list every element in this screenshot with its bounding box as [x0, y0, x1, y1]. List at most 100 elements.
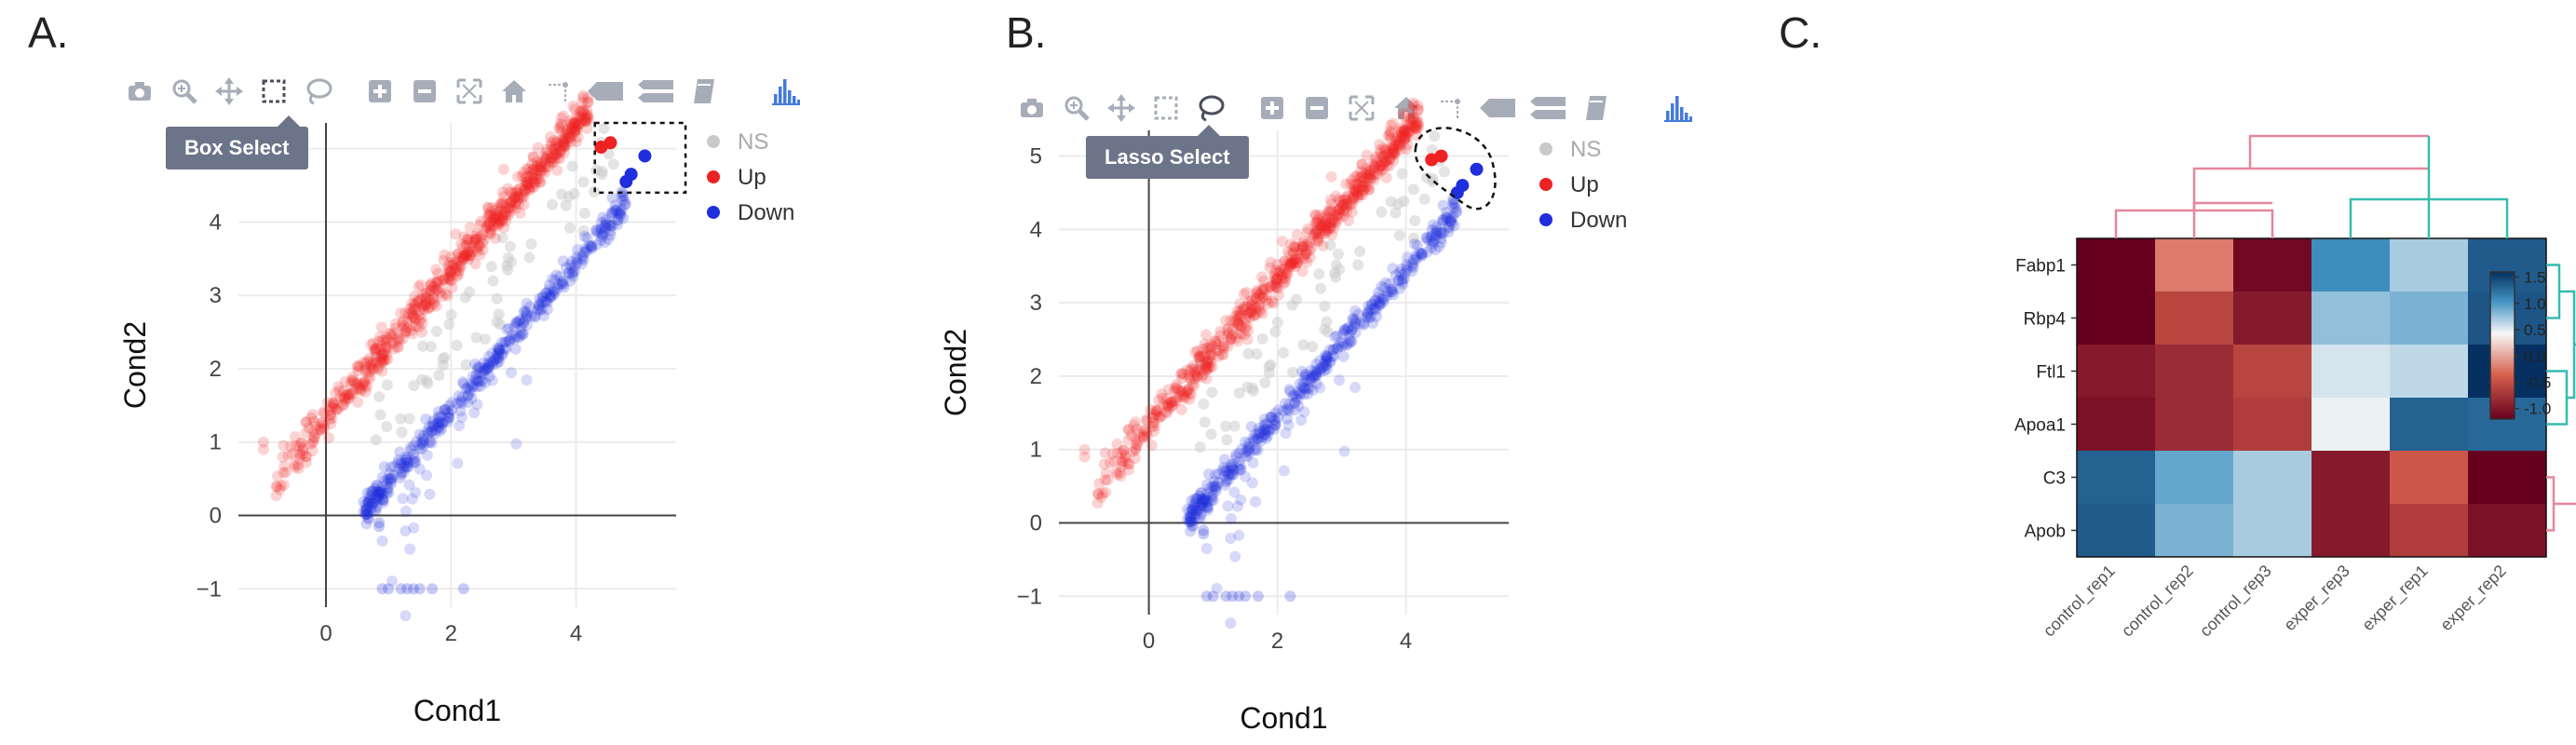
- zoom-icon[interactable]: [166, 73, 203, 110]
- down-selected-point: [638, 149, 652, 163]
- up-point: [540, 146, 552, 158]
- down-point: [1437, 214, 1449, 226]
- spike-lines-icon[interactable]: [1432, 89, 1470, 127]
- hover-compare-icon[interactable]: [635, 73, 678, 110]
- up-point: [1279, 255, 1291, 267]
- reset-axes-icon[interactable]: [495, 73, 533, 110]
- up-point: [554, 153, 566, 165]
- hover-compare-icon[interactable]: [1527, 89, 1570, 127]
- down-point: [433, 419, 445, 431]
- up-point: [1204, 344, 1216, 356]
- down-point: [367, 497, 379, 509]
- pan-icon[interactable]: [210, 73, 248, 110]
- down-point: [1435, 233, 1447, 245]
- heatmap-cell: [2155, 291, 2233, 345]
- up-point: [306, 409, 319, 421]
- box-select-icon[interactable]: [255, 73, 292, 110]
- down-point: [495, 348, 508, 360]
- up-point: [441, 290, 454, 302]
- y-tick-label: 4: [210, 210, 222, 235]
- up-point: [1131, 438, 1143, 450]
- down-point: [557, 276, 569, 288]
- up-point: [527, 151, 539, 163]
- up-point: [1193, 364, 1205, 376]
- zoom-icon[interactable]: [1058, 89, 1095, 127]
- up-point: [549, 141, 562, 153]
- up-point: [558, 136, 570, 148]
- up-point: [529, 177, 541, 189]
- autoscale-icon[interactable]: [451, 73, 488, 110]
- down-point: [373, 487, 386, 499]
- up-point: [300, 427, 312, 439]
- down-point: [1416, 248, 1428, 260]
- down-point: [1401, 261, 1413, 273]
- hover-closest-icon[interactable]: [1477, 89, 1520, 127]
- up-point: [493, 212, 505, 224]
- down-point: [1295, 414, 1308, 427]
- down-point: [377, 496, 389, 508]
- pan-icon[interactable]: [1103, 89, 1140, 127]
- row-label: Rbp4: [2024, 310, 2067, 330]
- dendro-branch: [2192, 201, 2272, 238]
- up-point: [1363, 169, 1375, 182]
- up-point: [1197, 343, 1209, 355]
- down-point: [1310, 359, 1322, 371]
- zoom-out-icon[interactable]: [1298, 89, 1335, 127]
- plotly-logo-icon[interactable]: [767, 73, 805, 110]
- down-point: [435, 411, 447, 423]
- up-point: [1348, 192, 1360, 204]
- up-point: [1269, 280, 1281, 292]
- ns-point: [496, 232, 508, 244]
- up-point: [1189, 346, 1201, 359]
- up-point: [274, 483, 286, 495]
- camera-icon[interactable]: [121, 73, 158, 110]
- up-point: [1233, 328, 1245, 340]
- up-point: [1214, 325, 1227, 337]
- zoom-in-icon[interactable]: [1254, 89, 1291, 127]
- hover-closest-icon[interactable]: [585, 73, 628, 110]
- up-point: [314, 424, 326, 436]
- up-point: [419, 299, 431, 311]
- down-point: [543, 283, 555, 295]
- down-point: [358, 506, 370, 518]
- lasso-icon[interactable]: [300, 73, 337, 110]
- down-point: [1416, 249, 1428, 261]
- down-point: [493, 353, 505, 365]
- up-point: [1385, 132, 1397, 144]
- up-point: [1194, 355, 1206, 367]
- produced-with-icon[interactable]: [1578, 89, 1615, 127]
- camera-icon[interactable]: [1013, 89, 1051, 127]
- down-point: [1253, 422, 1265, 434]
- up-point: [1320, 213, 1332, 225]
- autoscale-icon[interactable]: [1343, 89, 1380, 127]
- up-point: [1122, 464, 1134, 476]
- up-point: [460, 239, 472, 251]
- up-point: [469, 234, 481, 246]
- down-point: [427, 418, 440, 430]
- zoom-out-icon[interactable]: [406, 73, 443, 110]
- spike-lines-icon[interactable]: [540, 73, 577, 110]
- plotly-logo-icon[interactable]: [1660, 89, 1697, 127]
- up-point: [1384, 153, 1396, 165]
- up-point: [1287, 247, 1299, 259]
- lasso-icon[interactable]: [1192, 89, 1229, 127]
- down-point: [1186, 519, 1199, 531]
- produced-with-icon[interactable]: [685, 73, 723, 110]
- down-point: [493, 343, 505, 355]
- reset-axes-icon[interactable]: [1388, 89, 1425, 127]
- up-point: [1266, 295, 1278, 307]
- up-point: [491, 218, 503, 230]
- down-point: [373, 517, 386, 529]
- up-point: [369, 343, 381, 355]
- down-point: [1366, 303, 1378, 315]
- up-point: [1251, 288, 1263, 300]
- zoom-in-icon[interactable]: [361, 73, 399, 110]
- up-point: [457, 240, 469, 252]
- box-select-icon[interactable]: [1147, 89, 1185, 127]
- down-point: [499, 336, 511, 348]
- up-point: [502, 183, 514, 195]
- up-point: [500, 200, 512, 212]
